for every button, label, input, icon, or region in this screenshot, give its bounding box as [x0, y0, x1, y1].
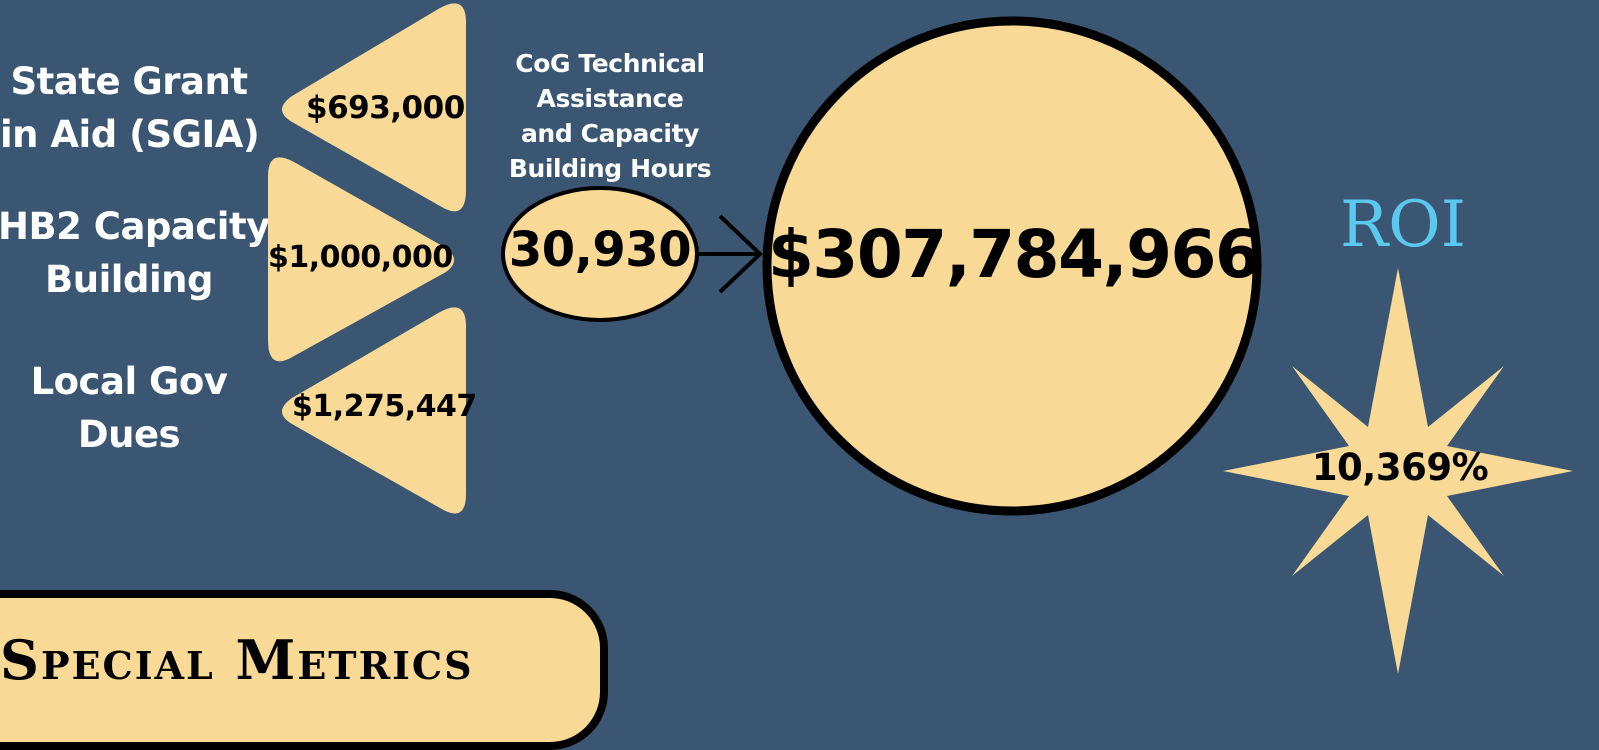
- funding-amount-sgia: $693,000: [306, 90, 465, 126]
- funding-amount-local-gov: $1,275,447: [292, 389, 477, 424]
- funding-label-line: Dues: [77, 413, 181, 456]
- arrow-right-icon: [697, 214, 763, 294]
- funding-label-hb2: HB2 Capacity Building: [0, 200, 270, 306]
- hours-title: CoG Technical Assistance and Capacity Bu…: [500, 46, 720, 186]
- hours-title-line: Building Hours: [508, 154, 712, 183]
- funding-label-local-gov: Local Gov Dues: [0, 355, 258, 461]
- special-metrics-title: Special Metrics: [0, 628, 474, 692]
- funding-label-line: in Aid (SGIA): [0, 113, 260, 156]
- total-value: $307,784,966: [768, 216, 1261, 293]
- funding-label-sgia: State Grant in Aid (SGIA): [0, 55, 260, 161]
- funding-label-line: Building: [45, 258, 213, 301]
- funding-triangle-local-gov: [282, 307, 466, 514]
- funding-label-line: HB2 Capacity: [0, 205, 270, 248]
- roi-title: ROI: [1340, 188, 1466, 262]
- funding-amount-hb2: $1,000,000: [268, 240, 453, 275]
- funding-label-line: Local Gov: [30, 360, 228, 403]
- hours-title-line: Assistance: [536, 84, 684, 113]
- total-circle: [762, 16, 1262, 516]
- roi-value: 10,369%: [1311, 446, 1489, 489]
- hours-title-line: CoG Technical: [515, 49, 705, 78]
- hours-value: 30,930: [508, 222, 692, 278]
- eight-point-star-icon: [1223, 268, 1573, 674]
- funding-triangle-sgia: [282, 3, 466, 212]
- funding-label-line: State Grant: [10, 60, 248, 103]
- infographic-shapes: [268, 3, 1573, 674]
- hours-title-line: and Capacity: [520, 119, 700, 148]
- funding-triangle-hb2: [268, 157, 454, 362]
